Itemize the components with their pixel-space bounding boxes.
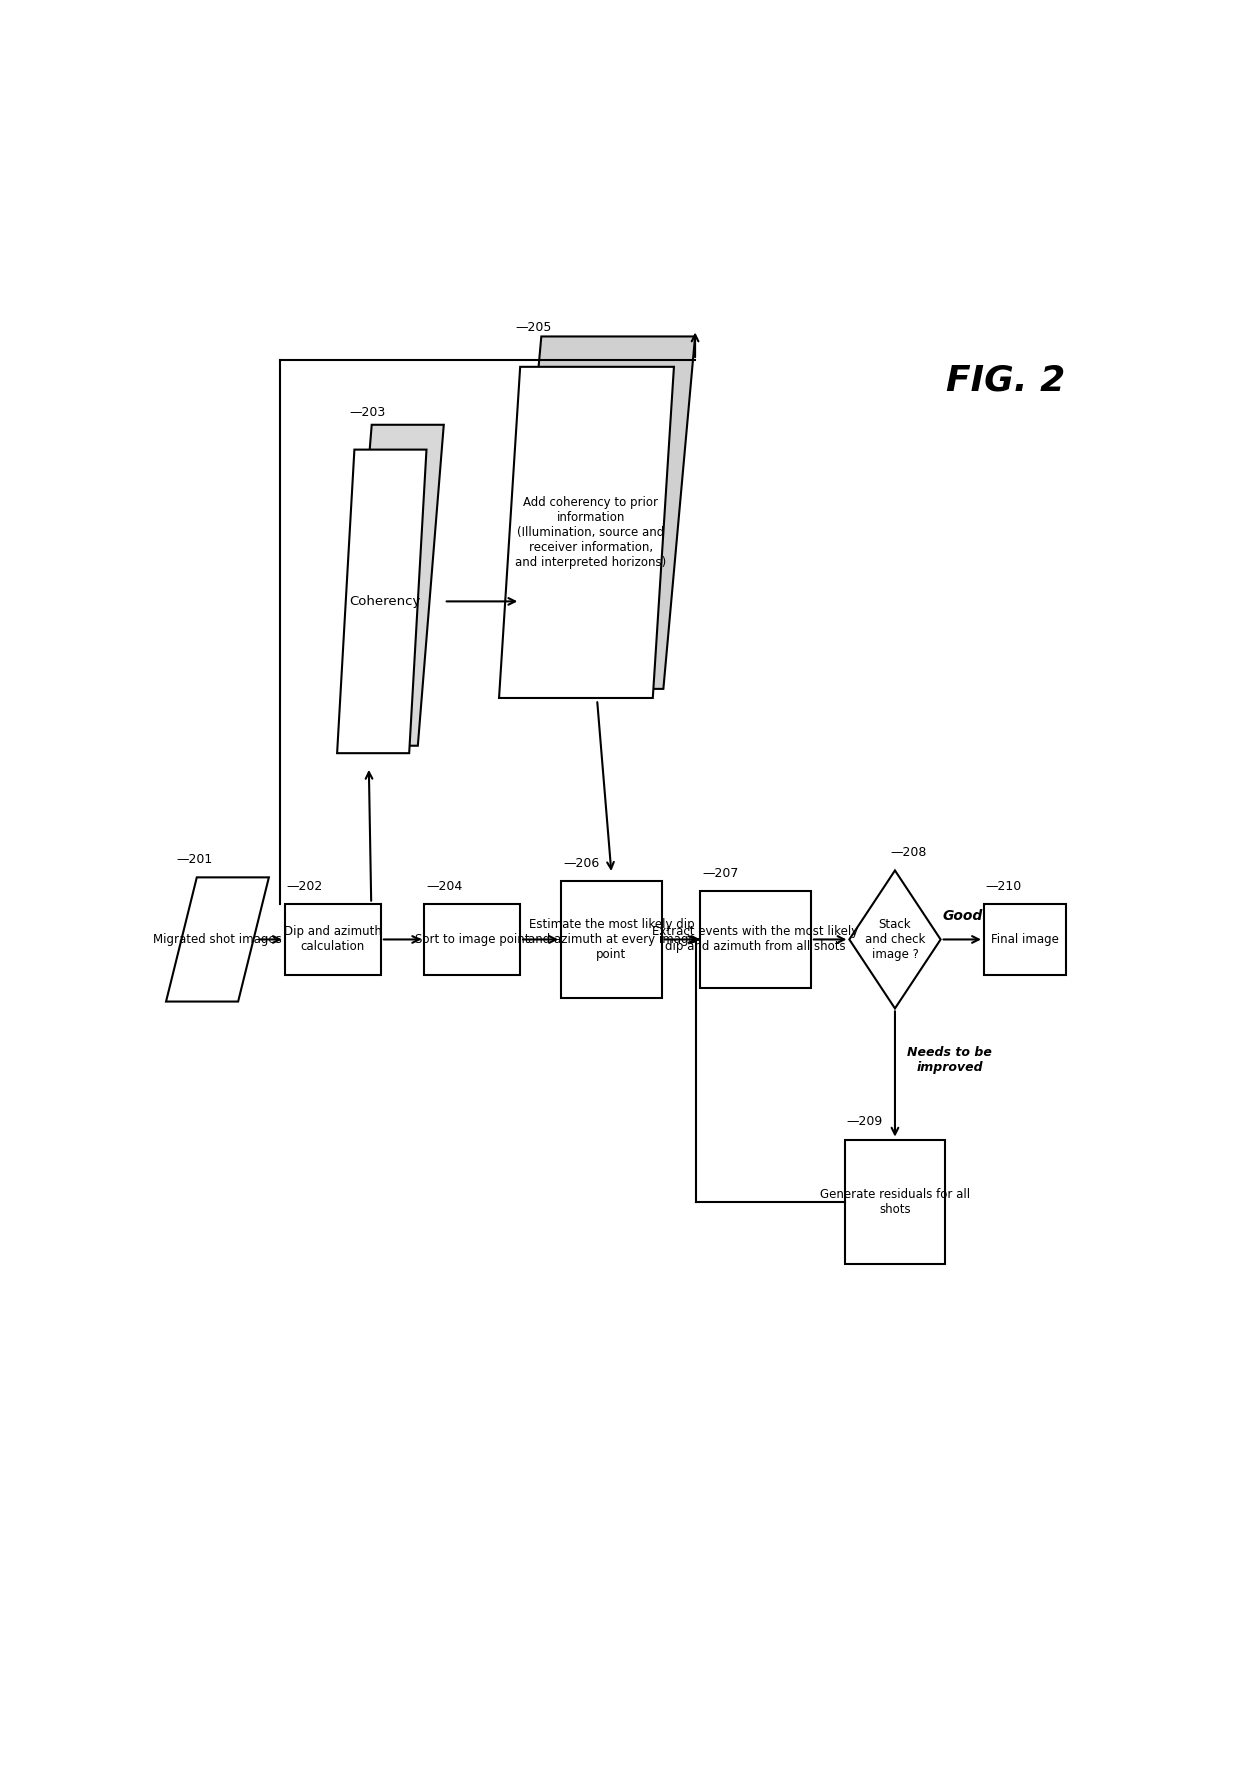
FancyBboxPatch shape [560, 882, 662, 998]
Text: Dip and azimuth
calculation: Dip and azimuth calculation [284, 925, 382, 953]
Text: —202: —202 [286, 880, 322, 892]
Text: —210: —210 [986, 880, 1022, 892]
FancyBboxPatch shape [424, 903, 521, 975]
Text: —207: —207 [702, 867, 739, 880]
Text: Good: Good [942, 909, 982, 923]
Text: Extract events with the most likely
dip and azimuth from all shots: Extract events with the most likely dip … [652, 925, 859, 953]
Text: Migrated shot images: Migrated shot images [153, 934, 281, 946]
Text: —205: —205 [516, 321, 552, 333]
FancyBboxPatch shape [701, 891, 811, 987]
Polygon shape [337, 450, 427, 753]
Text: Final image: Final image [991, 934, 1059, 946]
Text: Generate residuals for all
shots: Generate residuals for all shots [820, 1188, 970, 1215]
Text: —201: —201 [176, 853, 213, 866]
Text: Estimate the most likely dip
and azimuth at every image
point: Estimate the most likely dip and azimuth… [527, 918, 696, 961]
Text: —206: —206 [563, 857, 599, 869]
Polygon shape [166, 878, 269, 1002]
Text: Stack
and check
image ?: Stack and check image ? [864, 918, 925, 961]
FancyBboxPatch shape [844, 1140, 945, 1263]
Text: Add coherency to prior
information
(Illumination, source and
receiver informatio: Add coherency to prior information (Illu… [515, 496, 666, 568]
Text: —203: —203 [350, 407, 386, 419]
Polygon shape [849, 871, 941, 1009]
Text: Sort to image point: Sort to image point [415, 934, 529, 946]
FancyBboxPatch shape [983, 903, 1065, 975]
Text: Needs to be
improved: Needs to be improved [908, 1047, 992, 1073]
Polygon shape [510, 337, 696, 688]
Text: —204: —204 [427, 880, 463, 892]
Text: —209: —209 [847, 1115, 883, 1129]
Polygon shape [346, 425, 444, 745]
Text: FIG. 2: FIG. 2 [946, 364, 1065, 398]
Polygon shape [498, 367, 675, 697]
Text: Coherency: Coherency [350, 595, 420, 607]
Text: —208: —208 [890, 846, 926, 860]
FancyBboxPatch shape [285, 903, 381, 975]
